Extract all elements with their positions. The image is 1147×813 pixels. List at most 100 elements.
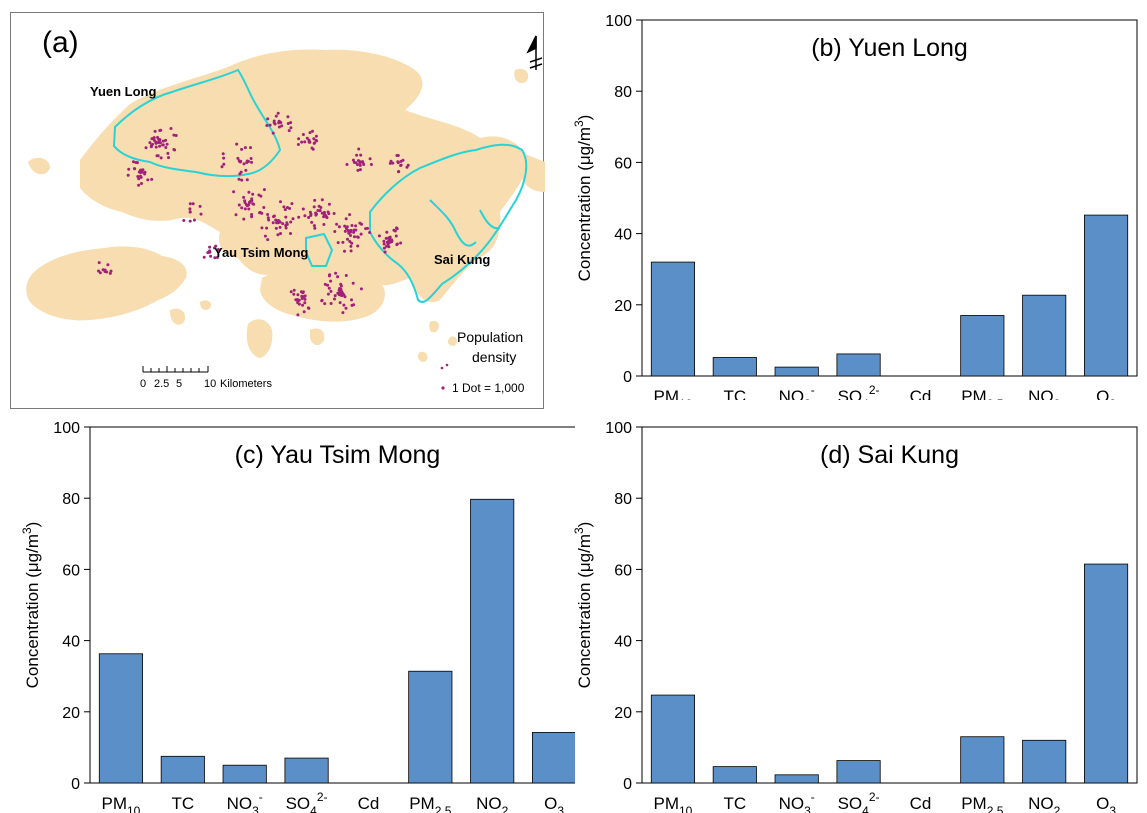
chart-title: (b) Yuen Long [811,34,968,62]
population-dot [297,215,301,219]
population-dot [276,233,280,237]
scale-tick-0: 0 [140,378,146,390]
population-dot [397,170,400,174]
population-dot [333,297,336,301]
bar-pm2-5 [408,670,453,784]
plot-frame [641,426,1138,784]
population-dot [335,222,339,226]
population-dot [276,111,280,115]
population-dot [237,177,241,181]
chart-title: (d) Sai Kung [820,441,959,469]
y-tick-label: 20 [614,298,632,315]
population-dot [198,204,202,208]
population-dot [108,271,112,275]
population-dot [396,160,400,164]
population-dot [346,237,349,241]
y-tick-label: 60 [614,155,632,172]
population-dot [247,207,251,211]
population-dot [260,226,264,230]
population-dot [266,238,270,242]
population-dot [314,213,318,217]
population-dot [320,198,324,202]
population-dot [265,124,269,127]
population-dot [236,156,240,160]
population-dot [164,146,168,149]
population-dot [267,218,271,222]
population-dot [105,270,109,274]
population-dot [329,279,333,283]
label-sai-kung: Sai Kung [434,252,490,267]
x-tick-label: Cd [358,794,380,813]
population-dot [289,121,293,125]
population-dot [286,122,290,125]
population-dot [350,303,354,307]
population-dot [152,138,156,142]
population-dot [250,160,253,164]
bar-so42- [836,353,881,377]
population-dot [395,227,399,231]
x-tick-label: NO3- [779,790,815,813]
x-tick-label: NO2 [476,794,509,813]
y-tick-label: 60 [614,562,632,579]
x-tick-label: Cd [910,387,932,400]
population-dot [343,249,346,253]
population-dot [344,217,348,221]
population-dot [287,129,291,133]
population-dot [249,157,253,160]
population-dot [326,283,330,287]
population-dot [153,129,157,133]
population-dot [182,219,186,222]
y-tick-label: 80 [614,491,632,508]
population-dot [268,123,272,127]
population-dot [359,153,363,157]
chart-yuen-long: 0 20 40 60 80 100 PM10 TC NO3- SO42- Cd PM2.5 NO2 O3 (… [572,13,1138,400]
population-dot [173,148,177,152]
population-dot [356,244,360,248]
x-tick-label: NO3- [227,790,263,813]
population-dot [341,311,345,315]
population-dot [208,250,212,254]
population-dot [327,212,331,216]
population-dot [305,136,309,140]
y-tick-label: 80 [614,84,632,101]
plot-frame [89,426,575,784]
population-dot [137,177,141,181]
population-dot [383,250,387,254]
population-dot [394,234,398,238]
population-dot [308,131,312,135]
bar-pm2-5 [960,315,1005,377]
population-dot [239,159,243,163]
legend-dot-icon [441,386,445,390]
population-dot [303,140,307,144]
population-dot [139,174,142,178]
population-dot [221,152,225,156]
population-dot [274,226,278,230]
y-tick-label: 40 [614,227,632,244]
population-dot [277,219,281,223]
population-dot [158,138,162,142]
population-dot [132,167,136,171]
population-dot [282,205,286,209]
bar-no3- [222,764,267,784]
population-dot [296,301,300,305]
population-dot [279,232,282,235]
population-dot [291,217,295,221]
population-dot [327,274,331,278]
population-dot [341,240,345,244]
population-dot [238,172,242,176]
bar-tc [712,766,757,784]
population-dot [338,301,342,305]
y-tick-label: 80 [62,491,80,508]
population-dot [354,224,358,228]
x-tick-label: NO2 [1028,794,1061,813]
population-dot [356,163,359,167]
population-dot [391,161,395,165]
population-dot [150,177,154,181]
x-tick-label: PM2.5 [961,794,1004,813]
population-dot [166,151,170,155]
population-dot [296,313,300,317]
population-dot [139,168,142,172]
population-dot [262,206,266,209]
x-tick-label: TC [171,794,194,813]
bar-no3- [774,774,819,784]
